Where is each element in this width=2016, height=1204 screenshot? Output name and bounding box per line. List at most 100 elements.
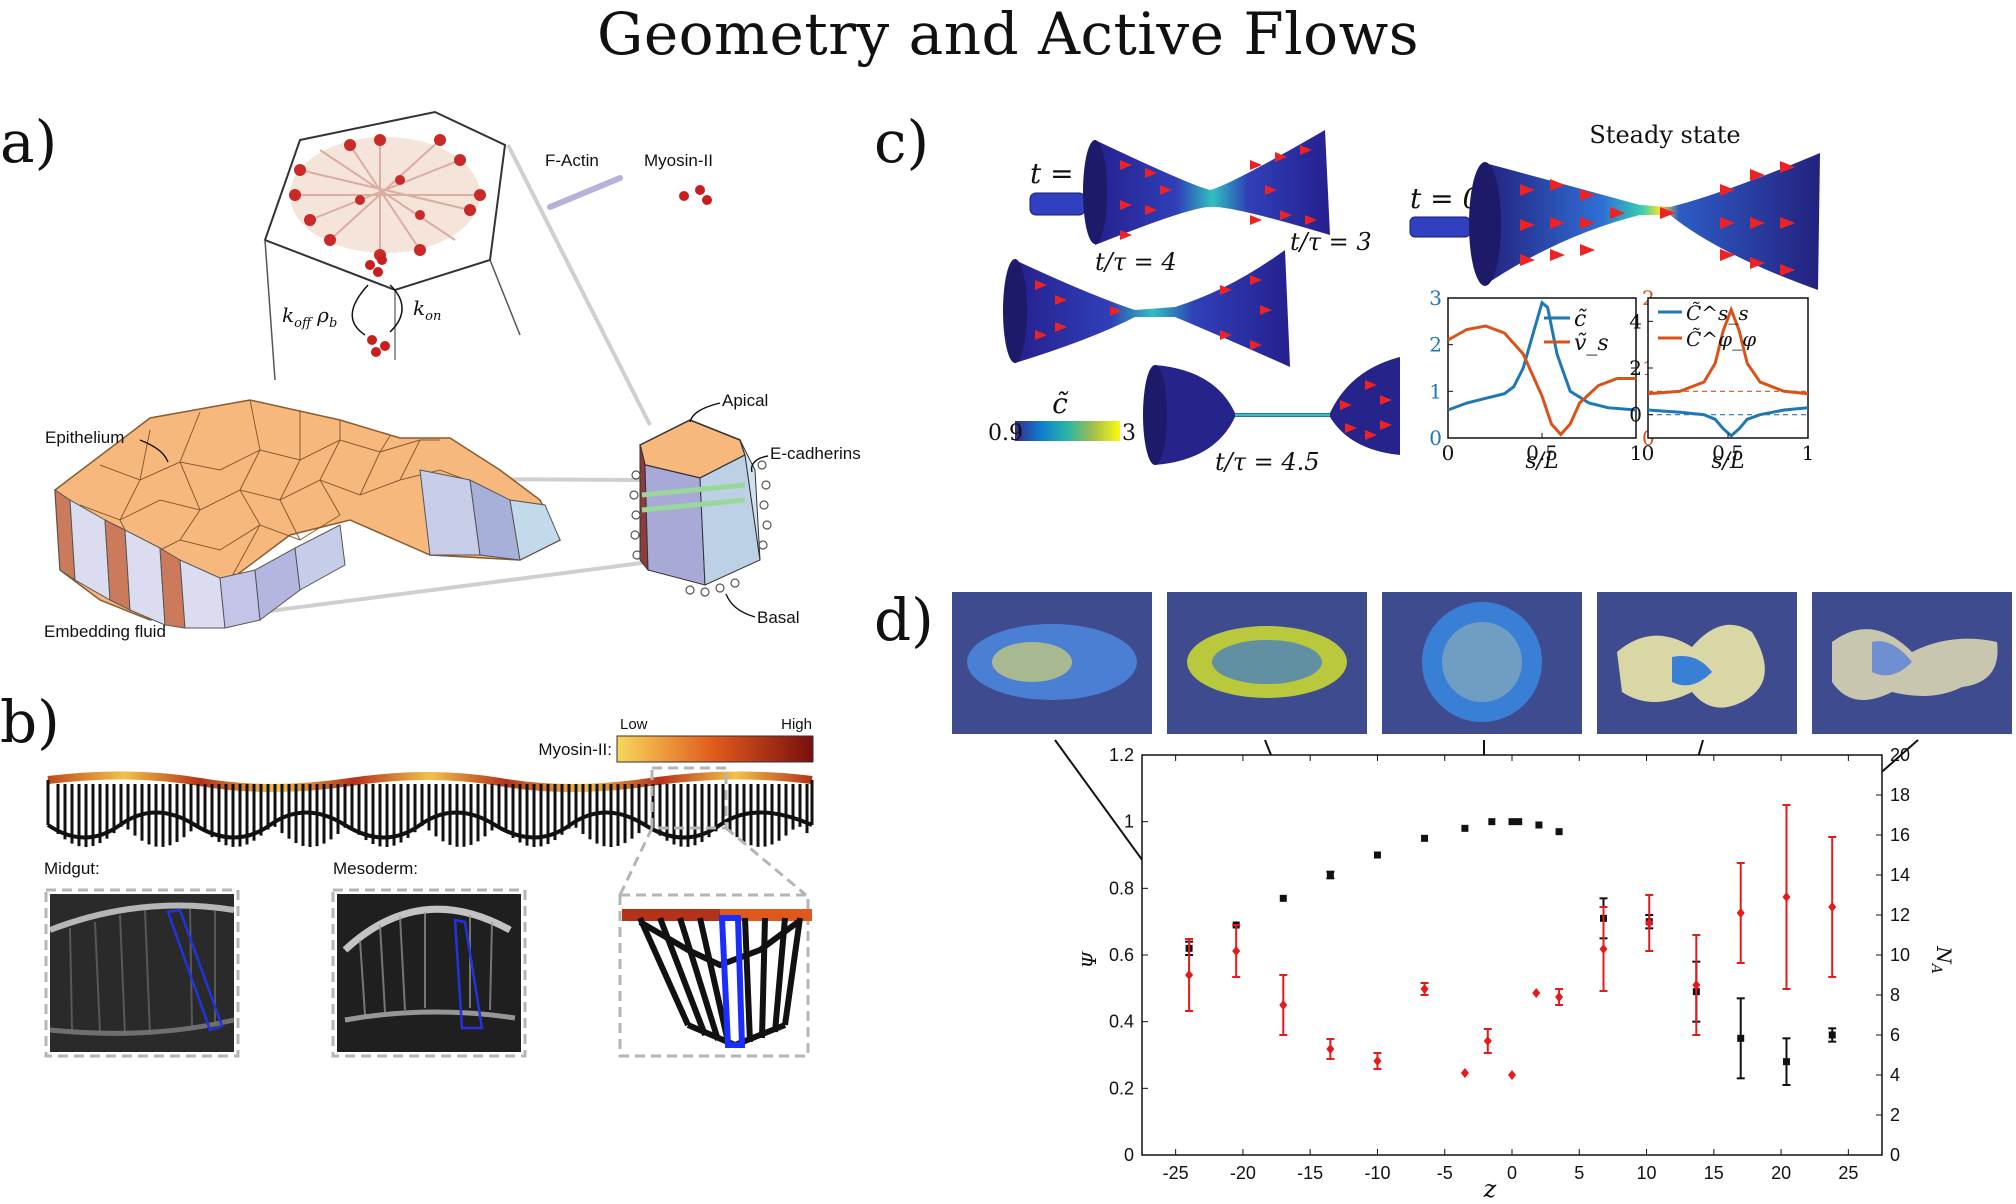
data-point-psi: [1461, 824, 1469, 832]
flow-arrow: [1280, 210, 1292, 220]
flow-arrow: [1580, 189, 1595, 201]
panel-c-plot-1: 012301200.51 c̃ ṽ_s s/L: [1429, 290, 1654, 474]
steady-state-label: Steady state: [1589, 121, 1740, 149]
cp1-xlabel: s/L: [1525, 449, 1558, 474]
shape-t4: [1003, 250, 1290, 367]
y-tick-label-right: 10: [1890, 945, 1910, 965]
x-tick-label: -5: [1437, 1163, 1453, 1183]
flow-arrow: [1035, 330, 1047, 340]
steady-state-shape: [1469, 153, 1820, 290]
cp2-legend-cpp: C̃^φ_φ: [1686, 327, 1756, 351]
panel-d-xlabel: z: [1483, 1175, 1497, 1203]
data-point-psi: [1782, 1058, 1790, 1066]
y-tick-label-left: 0: [1429, 426, 1442, 450]
panel-d-ylabel-right: N: [1932, 945, 1956, 965]
t4-label: t/τ = 4: [1095, 248, 1177, 276]
flow-arrow: [1610, 207, 1625, 219]
actin-network: [289, 134, 486, 261]
y-tick-label: 4: [1629, 309, 1642, 333]
panel-d-ylabel-right-sub: A: [1928, 962, 1944, 974]
x-tick-label: 20: [1771, 1163, 1791, 1183]
flow-arrow: [1250, 215, 1262, 225]
y-tick-label-right: 2: [1890, 1105, 1900, 1125]
y-tick-label-left: 1: [1429, 379, 1442, 403]
panel-d-thumbnails: [952, 592, 2012, 738]
shape-t45: [1143, 357, 1400, 465]
x-tick-label: 0: [1442, 441, 1455, 465]
y-tick-label-left: 0: [1124, 1145, 1134, 1165]
rho-sub: b: [329, 316, 337, 331]
f-actin-glyph: [547, 175, 623, 210]
thumb-1: [952, 592, 1152, 734]
e-cadherins-label: E-cadherins: [770, 444, 861, 463]
c-colorbar-max: 3: [1122, 421, 1136, 446]
c-colorbar-symbol: c̃: [1052, 387, 1069, 420]
svg-text:NA: NA: [1928, 945, 1956, 974]
epithelium-label: Epithelium: [45, 428, 124, 447]
initial-cylinder-right: [1409, 216, 1471, 238]
flow-arrow: [1260, 305, 1272, 315]
flow-arrow: [1345, 423, 1357, 433]
single-cell-3d: [629, 419, 772, 597]
flow-arrow: [1220, 285, 1232, 295]
apical-label: Apical: [722, 391, 768, 410]
thumb-2: [1167, 592, 1367, 734]
series-line: [1447, 324, 1636, 437]
flow-arrow: [1750, 169, 1765, 181]
cp2-xlabel: s/L: [1711, 449, 1744, 474]
data-point-psi: [1737, 1034, 1745, 1042]
mesoderm-label: Mesoderm:: [333, 859, 418, 878]
y-tick-label-left: 1: [1124, 812, 1134, 832]
t0-right-label: t = 0: [1410, 182, 1480, 215]
colorbar-myosin-label: Myosin-II:: [538, 740, 612, 759]
flow-arrow: [1035, 280, 1047, 290]
y-tick-label: 2: [1629, 356, 1642, 380]
data-point-na: [1645, 918, 1654, 928]
y-tick-label-left: 1.2: [1109, 745, 1134, 765]
data-point-na: [1828, 902, 1837, 912]
data-point-na: [1420, 984, 1429, 994]
data-point-na: [1508, 1070, 1516, 1080]
x-tick-label: 5: [1574, 1163, 1584, 1183]
flow-arrow: [1055, 295, 1067, 305]
epithelium-tissue: [54, 399, 562, 629]
panel-b-label: b): [0, 688, 60, 756]
flow-arrow: [1380, 395, 1392, 405]
flow-arrow: [1250, 275, 1262, 285]
data-point-na: [1279, 1000, 1288, 1010]
flow-arrow: [1580, 244, 1595, 256]
x-tick-label: 1: [1630, 441, 1643, 465]
colorbar-high-label: High: [781, 716, 812, 733]
midgut-label: Midgut:: [44, 859, 100, 878]
figure-title: Geometry and Active Flows: [596, 0, 1419, 68]
data-point-psi: [1508, 818, 1516, 826]
flow-arrow: [1720, 184, 1735, 196]
y-tick-label-right: 18: [1890, 785, 1910, 805]
data-point-na: [1599, 944, 1608, 954]
thumb-5: [1812, 592, 2012, 734]
x-tick-label: -25: [1163, 1163, 1189, 1183]
flow-arrow: [1120, 200, 1132, 210]
flow-arrow: [1055, 322, 1067, 332]
flow-arrow: [1300, 145, 1312, 155]
kon-sub: on: [425, 309, 441, 324]
embedding-fluid-label: Embedding fluid: [44, 622, 166, 641]
x-tick-label: 0.5: [1526, 441, 1558, 465]
data-point-psi: [1279, 894, 1287, 902]
data-point-na: [1185, 970, 1194, 980]
flow-arrow: [1365, 430, 1377, 440]
flow-arrow: [1580, 217, 1595, 229]
basal-label: Basal: [757, 608, 800, 627]
y-tick-label-left: 0.8: [1109, 878, 1134, 898]
panel-c-label: c): [874, 108, 930, 176]
c-colorbar: [1015, 421, 1120, 441]
svg-text:kon: kon: [413, 296, 441, 324]
y-tick-label-right: 4: [1890, 1065, 1900, 1085]
y-tick-label-right: 12: [1890, 905, 1910, 925]
x-tick-label: 0: [1642, 441, 1655, 465]
y-tick-label-left: 2: [1429, 333, 1442, 357]
flow-arrow: [1145, 205, 1157, 215]
cp2-legend-css: C̃^s_s: [1686, 301, 1749, 325]
flow-arrow: [1520, 254, 1535, 266]
flow-arrow: [1520, 219, 1535, 231]
